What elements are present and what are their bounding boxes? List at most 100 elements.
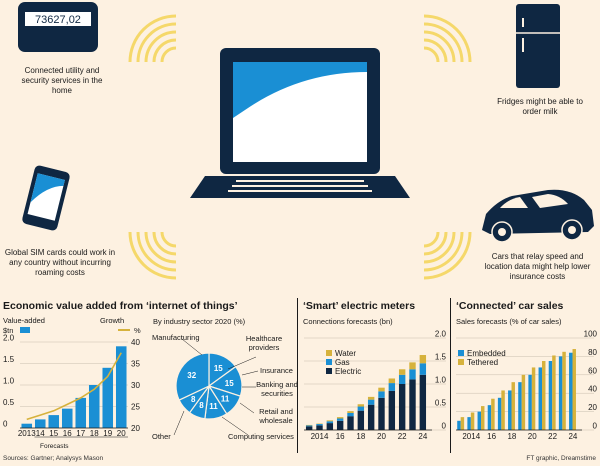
label-healthcare: Healthcare providers xyxy=(245,334,283,352)
x-tick-label: 20 xyxy=(528,432,537,441)
y-tick-label: 2.0 xyxy=(435,330,447,339)
pie-value-label: 32 xyxy=(187,371,196,380)
y-tick-label: 1.5 xyxy=(3,355,15,364)
pie-value-label: 8 xyxy=(191,395,196,404)
value-bar xyxy=(21,423,33,428)
value-bar xyxy=(102,367,114,428)
caption-utility: Connected utility and security services … xyxy=(21,66,103,95)
grouped-bar xyxy=(548,361,553,430)
stacked-bar-segment xyxy=(326,423,334,430)
value-added-chart: 0 0.5 1.0 1.5 2.0 20 25 30 35 40 2013 14 15 16 17 18 19 2… xyxy=(3,334,140,439)
grouped-bar xyxy=(538,367,543,430)
x-tick-label: 2014 xyxy=(462,432,480,441)
stacked-bar-segment xyxy=(409,362,416,370)
value-bar xyxy=(34,419,46,428)
smartphone-icon xyxy=(22,165,70,231)
stacked-bar-segment xyxy=(367,396,375,400)
y2-tick-label: 30 xyxy=(131,381,140,390)
value-bar xyxy=(75,397,87,428)
value-bar xyxy=(88,385,100,428)
y-tick-label: 80 xyxy=(588,348,597,357)
panel1-left-label: Value-added xyxy=(3,316,45,325)
stacked-bar-segment xyxy=(357,404,365,407)
x-tick-label: 2013 xyxy=(18,429,36,438)
pie-value-label: 11 xyxy=(221,395,230,404)
stacked-bar-segment xyxy=(316,425,323,430)
stacked-bar-segment xyxy=(388,390,396,430)
stacked-bar-segment xyxy=(305,426,313,430)
stacked-bar-segment xyxy=(419,355,427,364)
stacked-bar-segment xyxy=(326,421,334,424)
grouped-bar xyxy=(558,356,563,430)
leader-line xyxy=(173,410,185,436)
x-tick-label: 15 xyxy=(49,429,58,438)
sector-pie-panel: 15 15 11 11 8 8 32 Manufacturing Healthcare pr… xyxy=(152,331,298,443)
leader-line xyxy=(221,416,249,436)
legend-label: Gas xyxy=(335,358,350,367)
x-tick-label: 14 xyxy=(36,429,45,438)
stacked-bar-segment xyxy=(347,416,354,430)
y-tick-label: 0.5 xyxy=(435,399,447,408)
grouped-bar xyxy=(572,349,576,430)
x-tick-label: 20 xyxy=(377,432,386,441)
panel3-subtitle: Connections forecasts (bn) xyxy=(303,317,393,326)
x-tick-label: 22 xyxy=(548,432,557,441)
grouped-bar xyxy=(528,374,532,430)
y-tick-label: 0 xyxy=(593,422,598,431)
label-banking: Banking and securities xyxy=(256,380,298,398)
legend-swatch xyxy=(326,368,332,374)
grouped-bar xyxy=(531,367,536,430)
stacked-bar-segment xyxy=(409,379,416,430)
x-tick-label: 18 xyxy=(507,432,516,441)
stacked-bar-segment xyxy=(326,420,334,422)
y-tick-label: 1.5 xyxy=(435,353,447,362)
stacked-bar-segment xyxy=(347,412,354,417)
grouped-bar xyxy=(467,417,471,430)
grouped-bar xyxy=(487,405,492,430)
label-computing: Computing services xyxy=(228,432,294,441)
value-bar xyxy=(115,346,127,428)
grouped-bar xyxy=(521,374,526,430)
leader-line xyxy=(239,402,255,414)
panel1-title: Economic value added from ‘internet of t… xyxy=(3,300,238,312)
caption-fridge: Fridges might be able to order milk xyxy=(497,97,583,116)
fridge-icon xyxy=(516,4,560,88)
pie-value-label: 8 xyxy=(199,401,204,410)
stacked-bar-segment xyxy=(378,391,385,398)
y-tick-label: 1.0 xyxy=(3,377,15,386)
panel1-left-unit: $tn xyxy=(3,326,14,335)
value-bar xyxy=(48,415,60,428)
y-tick-label: 60 xyxy=(588,366,597,375)
grouped-bar xyxy=(518,382,522,430)
stacked-bar-segment xyxy=(336,417,344,419)
stacked-bar-segment xyxy=(388,378,396,384)
pie-value-label: 11 xyxy=(209,402,218,411)
y2-tick-label: 20 xyxy=(131,424,140,433)
y-tick-label: 0.5 xyxy=(3,398,15,407)
stacked-bar-segment xyxy=(357,410,365,430)
y-tick-label: 20 xyxy=(588,403,597,412)
leader-line xyxy=(241,370,259,376)
stacked-bar-segment xyxy=(419,363,427,375)
stacked-bar-segment xyxy=(347,411,354,413)
x-tick-label: 17 xyxy=(76,429,85,438)
stacked-bar-segment xyxy=(357,406,365,411)
y-tick-label: 0 xyxy=(442,422,447,431)
smart-meter-chart: 0 0.5 1.0 1.5 2.0 2014 16 18 20 22 24 WaterGasElect… xyxy=(304,330,447,441)
stacked-bar-segment xyxy=(316,424,323,426)
value-bar xyxy=(61,408,73,428)
pie-value-label: 15 xyxy=(225,379,234,388)
panel4-title: ‘Connected’ car sales xyxy=(456,300,564,312)
label-other: Other xyxy=(152,432,171,441)
grouped-bar xyxy=(497,397,502,430)
legend-swatch-growth xyxy=(118,329,130,331)
growth-line xyxy=(26,352,122,421)
caption-car: Cars that relay speed and location data … xyxy=(484,252,591,281)
grouped-bar xyxy=(511,382,515,430)
x-tick-label: 18 xyxy=(90,429,99,438)
panel4-subtitle: Sales forecasts (% of car sales) xyxy=(456,317,562,326)
pie-value-label: 15 xyxy=(214,364,223,373)
grouped-bar xyxy=(491,398,495,430)
panel2-subtitle: By industry sector 2020 (%) xyxy=(153,317,246,326)
